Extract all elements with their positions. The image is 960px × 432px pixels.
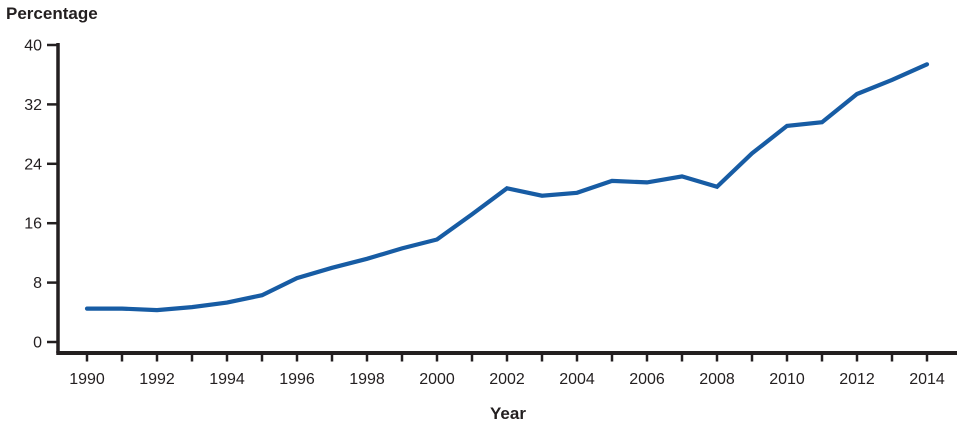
x-tick-label: 1998 — [349, 371, 385, 388]
x-tick-label: 2000 — [419, 371, 455, 388]
x-tick-label: 2008 — [699, 371, 735, 388]
x-tick-label: 2012 — [839, 371, 875, 388]
x-tick-label: 2002 — [489, 371, 525, 388]
x-tick-label: 1990 — [69, 371, 105, 388]
y-tick-label: 40 — [24, 38, 42, 55]
x-tick-label: 2010 — [769, 371, 805, 388]
x-tick-label: 2006 — [629, 371, 665, 388]
data-line — [84, 62, 930, 313]
y-tick-label: 24 — [24, 156, 42, 173]
y-tick-label: 32 — [24, 97, 42, 114]
x-tick-label: 1992 — [139, 371, 175, 388]
y-tick-label: 0 — [33, 335, 42, 352]
y-tick-label: 16 — [24, 216, 42, 233]
x-axis-title: Year — [490, 404, 526, 423]
y-tick-label: 8 — [33, 275, 42, 292]
x-tick-label: 1994 — [209, 371, 245, 388]
x-tick-label: 1996 — [279, 371, 315, 388]
x-tick-label: 2004 — [559, 371, 595, 388]
x-tick-label: 2014 — [909, 371, 945, 388]
y-axis-title: Percentage — [6, 4, 98, 23]
